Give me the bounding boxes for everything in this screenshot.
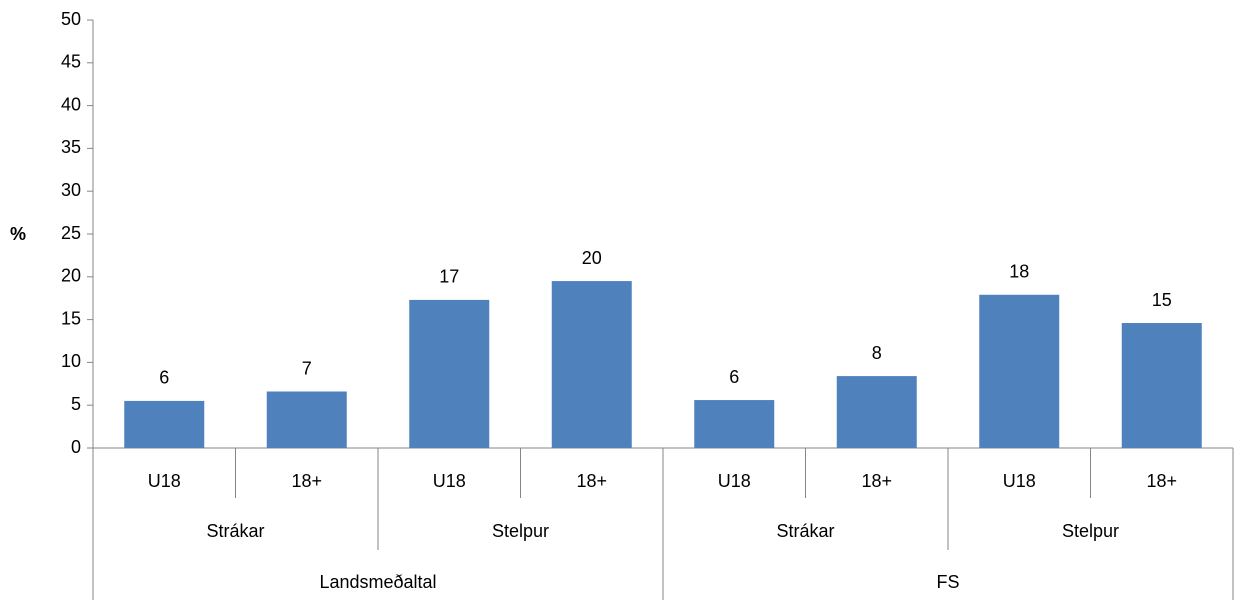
y-tick-label: 20 [61,266,81,286]
bar [266,391,347,448]
data-label: 17 [439,267,459,287]
data-label: 6 [159,368,169,388]
x-tick-label: 18+ [576,471,607,491]
y-tick-label: 0 [71,437,81,457]
bar [694,400,775,448]
supergroup-label: Landsmeðaltal [319,572,436,592]
y-tick-label: 5 [71,394,81,414]
y-tick-label: 50 [61,9,81,29]
y-tick-label: 10 [61,351,81,371]
group-label: Stelpur [492,521,549,541]
x-tick-label: 18+ [291,471,322,491]
data-label: 8 [872,343,882,363]
y-tick-label: 30 [61,180,81,200]
data-label: 7 [302,358,312,378]
bar [124,400,205,448]
data-label: 15 [1152,290,1172,310]
x-tick-label: U18 [148,471,181,491]
y-tick-label: 25 [61,223,81,243]
x-tick-label: 18+ [1146,471,1177,491]
bar [1121,323,1202,448]
y-tick-label: 15 [61,308,81,328]
data-label: 6 [729,367,739,387]
x-tick-label: U18 [1003,471,1036,491]
x-tick-label: U18 [433,471,466,491]
group-label: Strákar [206,521,264,541]
y-tick-label: 40 [61,94,81,114]
bar [551,281,632,448]
group-label: Stelpur [1062,521,1119,541]
x-tick-label: U18 [718,471,751,491]
supergroup-label: FS [936,572,959,592]
bar [836,376,917,448]
data-label: 20 [582,248,602,268]
group-label: Strákar [776,521,834,541]
bar [409,299,490,448]
x-tick-label: 18+ [861,471,892,491]
bar [979,294,1060,448]
y-tick-label: 45 [61,52,81,72]
y-tick-label: 35 [61,137,81,157]
data-label: 18 [1009,262,1029,282]
y-axis-label: % [10,224,26,244]
